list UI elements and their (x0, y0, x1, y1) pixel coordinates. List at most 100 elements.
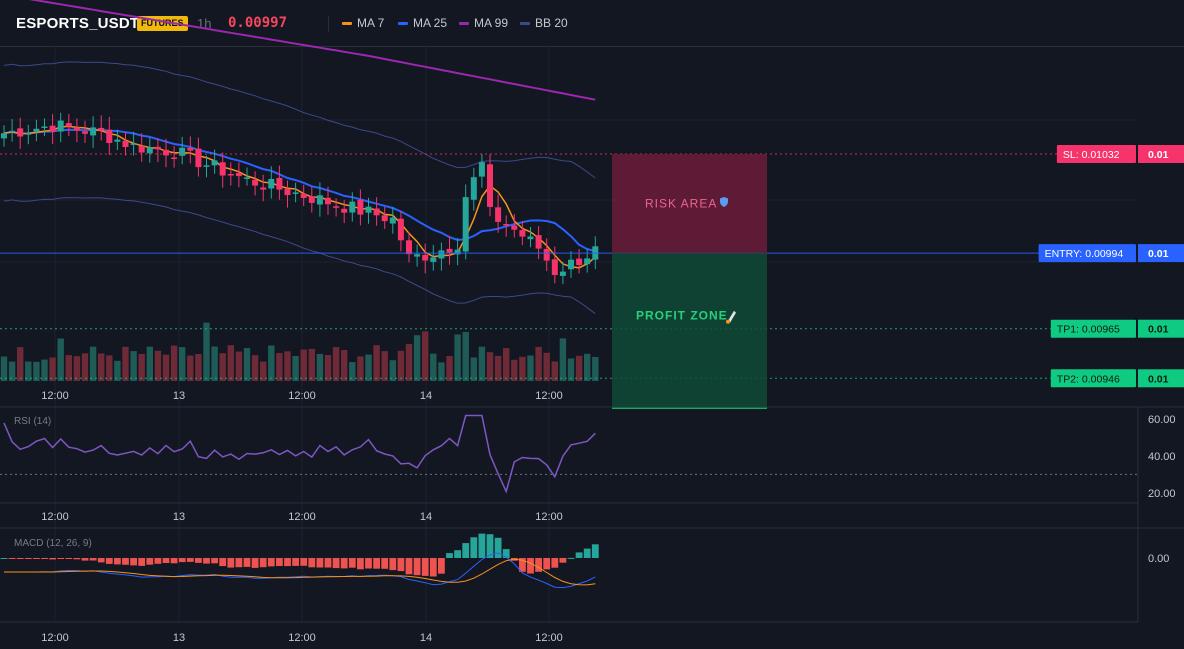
macd-histogram-bar (575, 552, 583, 558)
ma7-swatch (342, 21, 352, 25)
candle-body (559, 271, 566, 276)
volume-bar (341, 350, 348, 381)
x-tick-label: 14 (420, 511, 432, 523)
candle-body (130, 143, 137, 145)
candle-body (584, 258, 591, 265)
candle-body (543, 248, 550, 261)
volume-bar (389, 360, 396, 381)
macd-histogram-bar (567, 557, 575, 559)
macd-histogram-bar (543, 558, 551, 570)
ma99-line (28, 0, 596, 101)
volume-bar (519, 356, 526, 381)
volume-bar (470, 357, 477, 381)
macd-histogram-bar (122, 558, 129, 565)
x-tick-label: 14 (420, 390, 432, 402)
macd-histogram-bar (219, 558, 227, 567)
x-tick-label: 12:00 (535, 632, 563, 644)
macd-histogram-bar (405, 558, 413, 575)
macd-histogram-bar (89, 558, 97, 561)
candle-body (163, 149, 169, 156)
volume-bar (332, 347, 340, 381)
candle-body (576, 258, 583, 265)
macd-histogram-bar (421, 558, 429, 576)
macd-histogram-bar (81, 558, 89, 561)
sl-axis-box (1138, 145, 1184, 163)
legend-bb20[interactable]: BB 20 (520, 16, 568, 30)
candle-body (73, 127, 80, 131)
legend-ma25[interactable]: MA 25 (398, 16, 447, 30)
macd-histogram-bar (203, 558, 210, 564)
candle-body (98, 127, 105, 131)
candle-body (41, 126, 48, 128)
macd-histogram-bar (389, 558, 397, 571)
macd-histogram-bar (97, 558, 105, 563)
header-divider (328, 16, 329, 32)
tp1-axis-box (1138, 319, 1184, 338)
candle-body (438, 250, 445, 259)
symbol-name[interactable]: ESPORTS_USDT (16, 15, 140, 32)
chart-header: ESPORTS_USDT FUTURES 1h 0.00997 MA 7 MA … (0, 0, 1184, 46)
macd-histogram-bar (41, 558, 48, 559)
volume-bar (162, 354, 170, 381)
volume-bar (276, 353, 283, 381)
candle-body (219, 162, 226, 176)
candle-body (511, 225, 518, 230)
macd-histogram-bar (146, 558, 154, 565)
candle-body (422, 254, 429, 261)
volume-bar (146, 346, 153, 381)
shield-icon (720, 197, 728, 207)
x-tick-label: 12:00 (41, 632, 69, 644)
tp2-label-text: TP2: 0.00946 (1057, 373, 1120, 385)
volume-bar (454, 334, 461, 381)
volume-bar (292, 356, 299, 381)
macd-histogram-bar (259, 558, 267, 568)
macd-histogram-bar (583, 548, 591, 558)
x-tick-label: 12:00 (41, 511, 69, 523)
candle-body (114, 139, 121, 142)
signal-line (4, 558, 596, 586)
volume-bar (405, 344, 413, 381)
x-tick-label: 12:00 (288, 390, 316, 402)
macd-histogram-bar (470, 537, 478, 558)
candle-body (397, 218, 404, 241)
volume-bar (65, 355, 72, 381)
volume-bar (49, 357, 56, 381)
volume-bar (584, 353, 591, 381)
volume-bar (73, 356, 81, 381)
legend-ma7[interactable]: MA 7 (342, 16, 384, 30)
macd-histogram-bar (340, 558, 348, 569)
macd-histogram-bar (332, 558, 340, 569)
candle-body (365, 206, 372, 213)
rsi-line (0, 414, 1138, 494)
volume-bar (243, 348, 251, 381)
volume-bar (138, 354, 145, 381)
bollinger-bands (3, 61, 596, 315)
macd-histogram-bar (24, 558, 32, 559)
candle-body (284, 188, 291, 196)
volume-bar (438, 362, 445, 381)
rsi-y-tick: 20.00 (1148, 488, 1176, 500)
macd-histogram-bar (429, 558, 437, 577)
macd-histogram-bar (49, 558, 56, 560)
trade-zones: RISK AREA PROFIT ZONE (612, 154, 767, 409)
candle-body (179, 147, 186, 156)
volume-bar (219, 353, 226, 381)
candle-body (25, 133, 32, 135)
macd-histogram-bar (381, 558, 389, 569)
macd-histogram-bar (57, 558, 65, 559)
candle-body (495, 207, 502, 222)
macd-histogram-bar (195, 558, 202, 563)
rsi-title: RSI (14) (14, 416, 51, 427)
macd-histogram-bar (227, 558, 235, 568)
legend-ma99[interactable]: MA 99 (459, 16, 508, 30)
ma99-swatch (459, 21, 469, 25)
candle-body (90, 127, 97, 136)
macd-histogram-bar (316, 558, 324, 568)
volume-bar (203, 322, 210, 381)
candle-body (462, 197, 469, 252)
candle-body (551, 259, 558, 275)
candle-body (389, 217, 396, 224)
rsi-y-tick: 60.00 (1148, 414, 1176, 426)
